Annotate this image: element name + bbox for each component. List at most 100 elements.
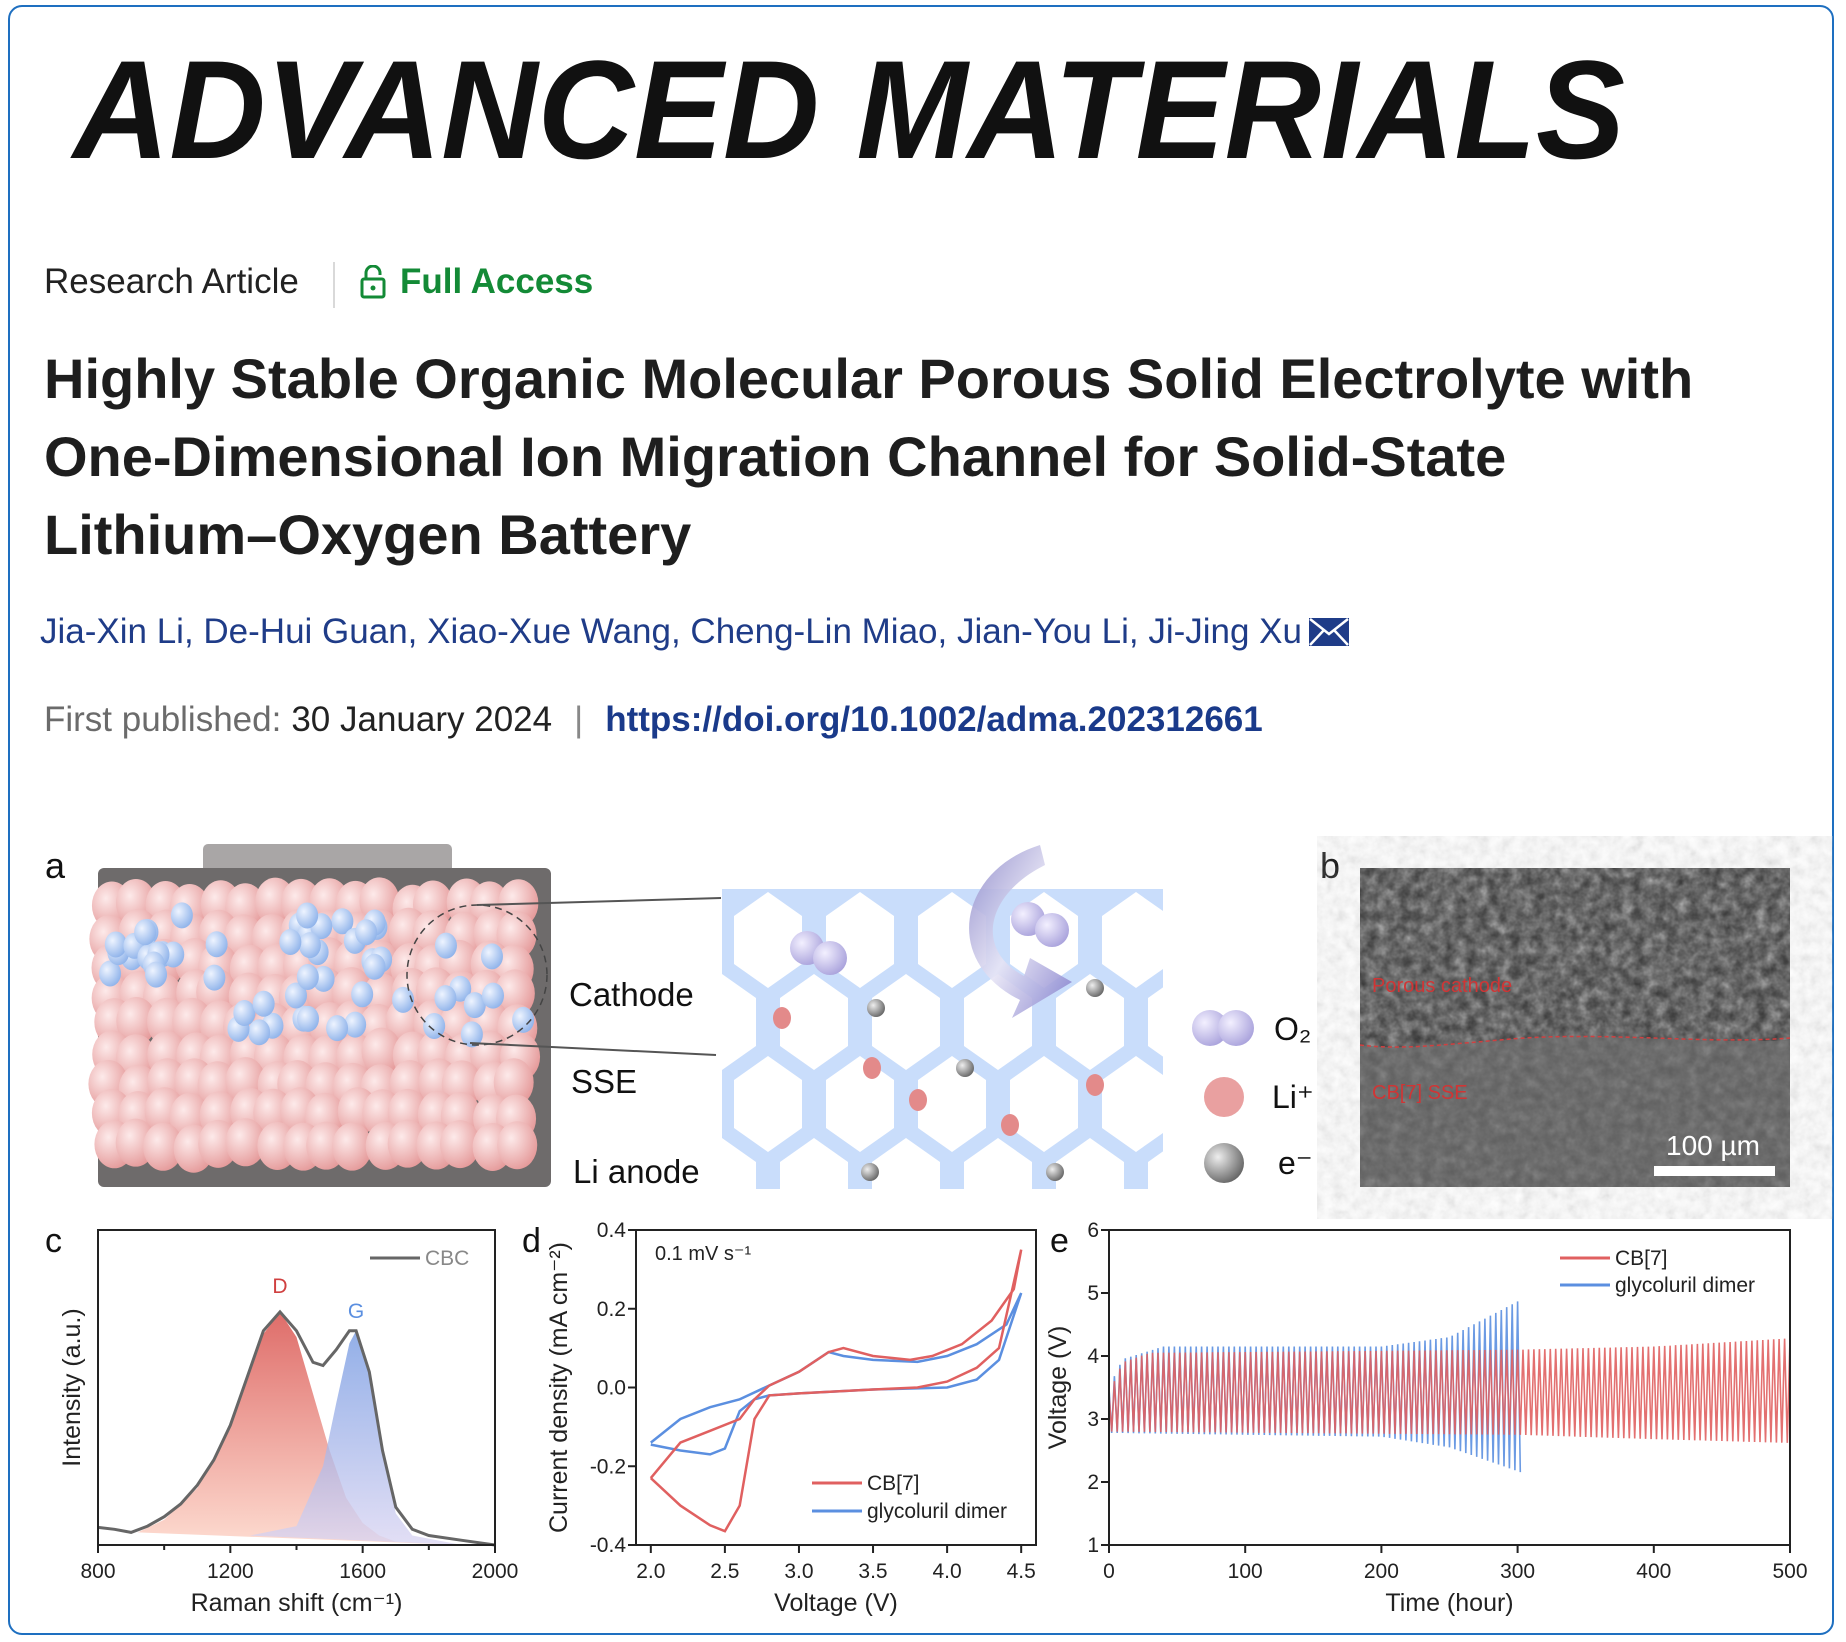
legend-label: O₂: [1274, 1011, 1311, 1047]
o2-molecule-icon: [1218, 1010, 1254, 1046]
lattice-pore: [1010, 1056, 1078, 1152]
x-tick-label: 800: [80, 1560, 115, 1583]
zoom-line: [476, 897, 722, 906]
o2-molecule: [813, 941, 847, 975]
x-tick-label: 0: [1103, 1560, 1115, 1583]
legend-label: CBC: [425, 1247, 469, 1270]
lattice-pore: [1148, 987, 1163, 1057]
layer-label-sse: SSE: [571, 1063, 637, 1100]
carbon-particle: [104, 931, 127, 958]
journal-logo-text: ADVANCED MATERIALS: [70, 31, 1625, 188]
carbon-particle: [284, 982, 307, 1009]
carbon-particle: [296, 963, 319, 990]
carbon-particle: [331, 908, 354, 935]
y-axis-label: Current density (mA cm⁻²): [545, 1242, 573, 1533]
lattice-pore: [1148, 1151, 1163, 1189]
li-ion: [773, 1007, 791, 1029]
legend-electron: e⁻: [1204, 1143, 1313, 1183]
lattice-pore: [964, 974, 1032, 1070]
panel-b: b Porous cathode CB[7] SSE 100 µm: [1320, 845, 1791, 1187]
lattice-pore: [1056, 1138, 1124, 1189]
x-axis-label: Voltage (V): [774, 1589, 898, 1617]
lattice-pore: [734, 1056, 802, 1152]
article-type: Research Article: [44, 262, 299, 301]
x-tick-label: 500: [1772, 1560, 1807, 1583]
author-link[interactable]: De-Hui Guan: [203, 612, 408, 651]
o2-molecule-icon: [1192, 1010, 1228, 1046]
carbon-particle: [355, 919, 378, 946]
access-badge: Full Access: [360, 262, 593, 302]
x-tick-label: 2.5: [710, 1560, 739, 1583]
current-collector: [203, 844, 452, 874]
lattice-pore: [780, 974, 848, 1070]
x-tick-label: 100: [1228, 1560, 1263, 1583]
carbon-particle: [296, 902, 319, 929]
panel-label: b: [1320, 845, 1340, 886]
carbon-particle: [326, 1015, 349, 1042]
published-label: First published:: [44, 700, 282, 739]
author-link[interactable]: Xiao-Xue Wang: [427, 612, 671, 651]
page-frame: [8, 5, 1834, 1635]
carbon-particle: [233, 1000, 256, 1027]
carbon-particle: [344, 1011, 367, 1038]
article-title: Highly Stable Organic Molecular Porous S…: [44, 340, 1693, 574]
doi-link[interactable]: https://doi.org/10.1002/adma.202312661: [605, 700, 1263, 739]
carbon-particle: [145, 961, 168, 988]
li-ion-icon: [1204, 1077, 1244, 1117]
cathode-particle: [439, 1120, 480, 1169]
carbon-particle: [434, 985, 457, 1012]
y-tick-label: 6: [1087, 1219, 1099, 1242]
panel-a: a Cathode SSE Li anode O₂ Li⁺ e⁻: [45, 844, 1314, 1190]
carbon-particle: [252, 990, 275, 1017]
carbon-particle: [134, 919, 157, 946]
author-link[interactable]: Jia-Xin Li: [40, 612, 184, 651]
carbon-particle: [363, 953, 386, 980]
scale-bar: [1654, 1166, 1775, 1176]
li-ion: [863, 1057, 881, 1079]
peak-label: D: [272, 1275, 287, 1298]
carbon-particle: [205, 931, 228, 958]
title-line: One-Dimensional Ion Migration Channel fo…: [44, 425, 1507, 488]
y-axis-label: Intensity (a.u.): [58, 1308, 86, 1466]
lattice-species: [773, 902, 1104, 1181]
envelope-icon[interactable]: [1308, 617, 1350, 647]
legend-label: CB[7]: [1615, 1247, 1668, 1270]
particle-layer: [88, 877, 541, 1173]
y-tick-label: 5: [1087, 1282, 1099, 1305]
cathode-particle: [361, 1027, 402, 1076]
x-tick-label: 300: [1500, 1560, 1535, 1583]
cbc-line: [97, 1309, 496, 1547]
panel-label: d: [522, 1222, 541, 1260]
plot-frame: [635, 1229, 1037, 1546]
layer-label-anode: Li anode: [573, 1153, 700, 1190]
scan-rate-annotation: 0.1 mV s⁻¹: [655, 1243, 751, 1265]
cathode-particle: [143, 1122, 184, 1171]
x-tick-label: 4.5: [1007, 1560, 1036, 1583]
publication-info: First published: 30 January 2024 | https…: [44, 700, 1263, 740]
legend-label: CB[7]: [867, 1472, 920, 1495]
author-link[interactable]: Cheng-Lin Miao: [690, 612, 938, 651]
lattice-pore: [964, 1138, 1032, 1189]
carbon-particle: [392, 986, 415, 1013]
y-tick-label: 0.0: [597, 1377, 626, 1400]
electron: [867, 999, 885, 1017]
carbon-particle: [296, 1005, 319, 1032]
x-tick-label: 1600: [339, 1560, 386, 1583]
journal-logo: ADVANCED MATERIALS: [70, 31, 1625, 188]
chart-panel-c: c D G 800 1200 1600 2000 Raman shift (cm⁻¹) Inte…: [45, 1222, 518, 1617]
cathode-particle: [387, 1119, 428, 1168]
zoom-line: [469, 1042, 717, 1056]
legend-label: glycoluril dimer: [1615, 1274, 1755, 1297]
x-tick-label: 200: [1364, 1560, 1399, 1583]
y-tick-label: 0.2: [597, 1298, 626, 1321]
title-line: Lithium–Oxygen Battery: [44, 503, 692, 566]
li-ion: [1086, 1074, 1104, 1096]
published-date: 30 January 2024: [291, 700, 553, 739]
carbon-particle: [482, 982, 505, 1009]
legend-label: e⁻: [1278, 1145, 1313, 1181]
carbon-particle: [460, 1021, 483, 1048]
author-link[interactable]: Ji-Jing Xu: [1148, 612, 1302, 651]
author-link[interactable]: Jian-You Li: [956, 612, 1129, 651]
